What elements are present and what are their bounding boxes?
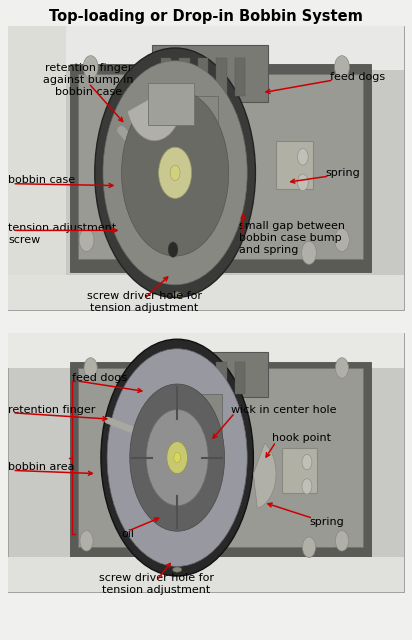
FancyBboxPatch shape [179,362,190,394]
Text: small gap between
bobbin case bump
and spring: small gap between bobbin case bump and s… [239,221,345,255]
Text: tension adjustment
screw: tension adjustment screw [8,223,117,244]
Circle shape [302,241,316,264]
FancyBboxPatch shape [78,368,363,547]
FancyBboxPatch shape [8,275,404,310]
Text: bobbin case: bobbin case [8,175,75,186]
Circle shape [335,228,349,252]
FancyArrowPatch shape [108,420,136,431]
FancyBboxPatch shape [8,26,404,70]
Circle shape [107,349,247,566]
Text: feed dogs: feed dogs [72,372,127,383]
Circle shape [84,358,97,378]
Circle shape [159,147,192,198]
Ellipse shape [173,567,182,572]
Circle shape [335,358,349,378]
Circle shape [122,90,229,256]
FancyBboxPatch shape [70,362,371,557]
Text: hook point: hook point [272,433,331,444]
FancyArrowPatch shape [121,130,143,155]
FancyBboxPatch shape [216,362,227,394]
Circle shape [302,537,316,557]
Circle shape [302,479,312,494]
FancyBboxPatch shape [282,448,317,493]
Ellipse shape [173,292,181,297]
FancyBboxPatch shape [235,362,245,394]
Text: retention finger
against bump in
bobbin case: retention finger against bump in bobbin … [43,63,134,97]
FancyBboxPatch shape [78,74,363,259]
Circle shape [79,228,94,252]
Wedge shape [127,96,182,141]
FancyBboxPatch shape [152,352,268,397]
FancyBboxPatch shape [8,333,404,368]
FancyBboxPatch shape [157,96,218,141]
Circle shape [101,339,253,576]
Text: spring: spring [309,516,344,527]
Circle shape [168,242,178,257]
Text: oil: oil [121,529,134,540]
FancyBboxPatch shape [148,83,194,125]
FancyBboxPatch shape [161,58,171,96]
Text: screw driver hole for
tension adjustment: screw driver hole for tension adjustment [99,573,214,595]
Text: wick in center hole: wick in center hole [231,404,336,415]
FancyBboxPatch shape [152,45,268,102]
Text: bobbin area: bobbin area [8,462,75,472]
FancyBboxPatch shape [8,333,404,592]
FancyBboxPatch shape [8,557,404,592]
FancyBboxPatch shape [198,58,208,96]
FancyBboxPatch shape [161,362,171,394]
Circle shape [146,410,208,506]
Circle shape [103,61,247,285]
FancyBboxPatch shape [216,58,227,96]
Text: feed dogs: feed dogs [330,72,385,82]
FancyBboxPatch shape [198,362,208,394]
Circle shape [174,452,180,463]
Circle shape [302,454,312,470]
FancyBboxPatch shape [8,26,66,310]
Text: retention finger: retention finger [8,404,96,415]
Circle shape [95,48,255,298]
Circle shape [297,148,308,165]
Text: spring: spring [325,168,360,178]
Circle shape [297,174,308,191]
FancyBboxPatch shape [235,58,245,96]
FancyBboxPatch shape [276,141,313,189]
FancyBboxPatch shape [70,64,371,272]
Circle shape [83,56,98,79]
Text: screw driver hole for
tension adjustment: screw driver hole for tension adjustment [87,291,202,313]
Circle shape [167,442,187,474]
FancyBboxPatch shape [157,394,222,445]
Circle shape [335,531,349,551]
Circle shape [130,384,225,531]
Text: Top-loading or Drop-in Bobbin System: Top-loading or Drop-in Bobbin System [49,8,363,24]
FancyBboxPatch shape [179,58,190,96]
Circle shape [335,56,349,79]
FancyBboxPatch shape [8,26,404,310]
Wedge shape [253,443,276,508]
Circle shape [170,165,180,180]
Circle shape [80,531,93,551]
